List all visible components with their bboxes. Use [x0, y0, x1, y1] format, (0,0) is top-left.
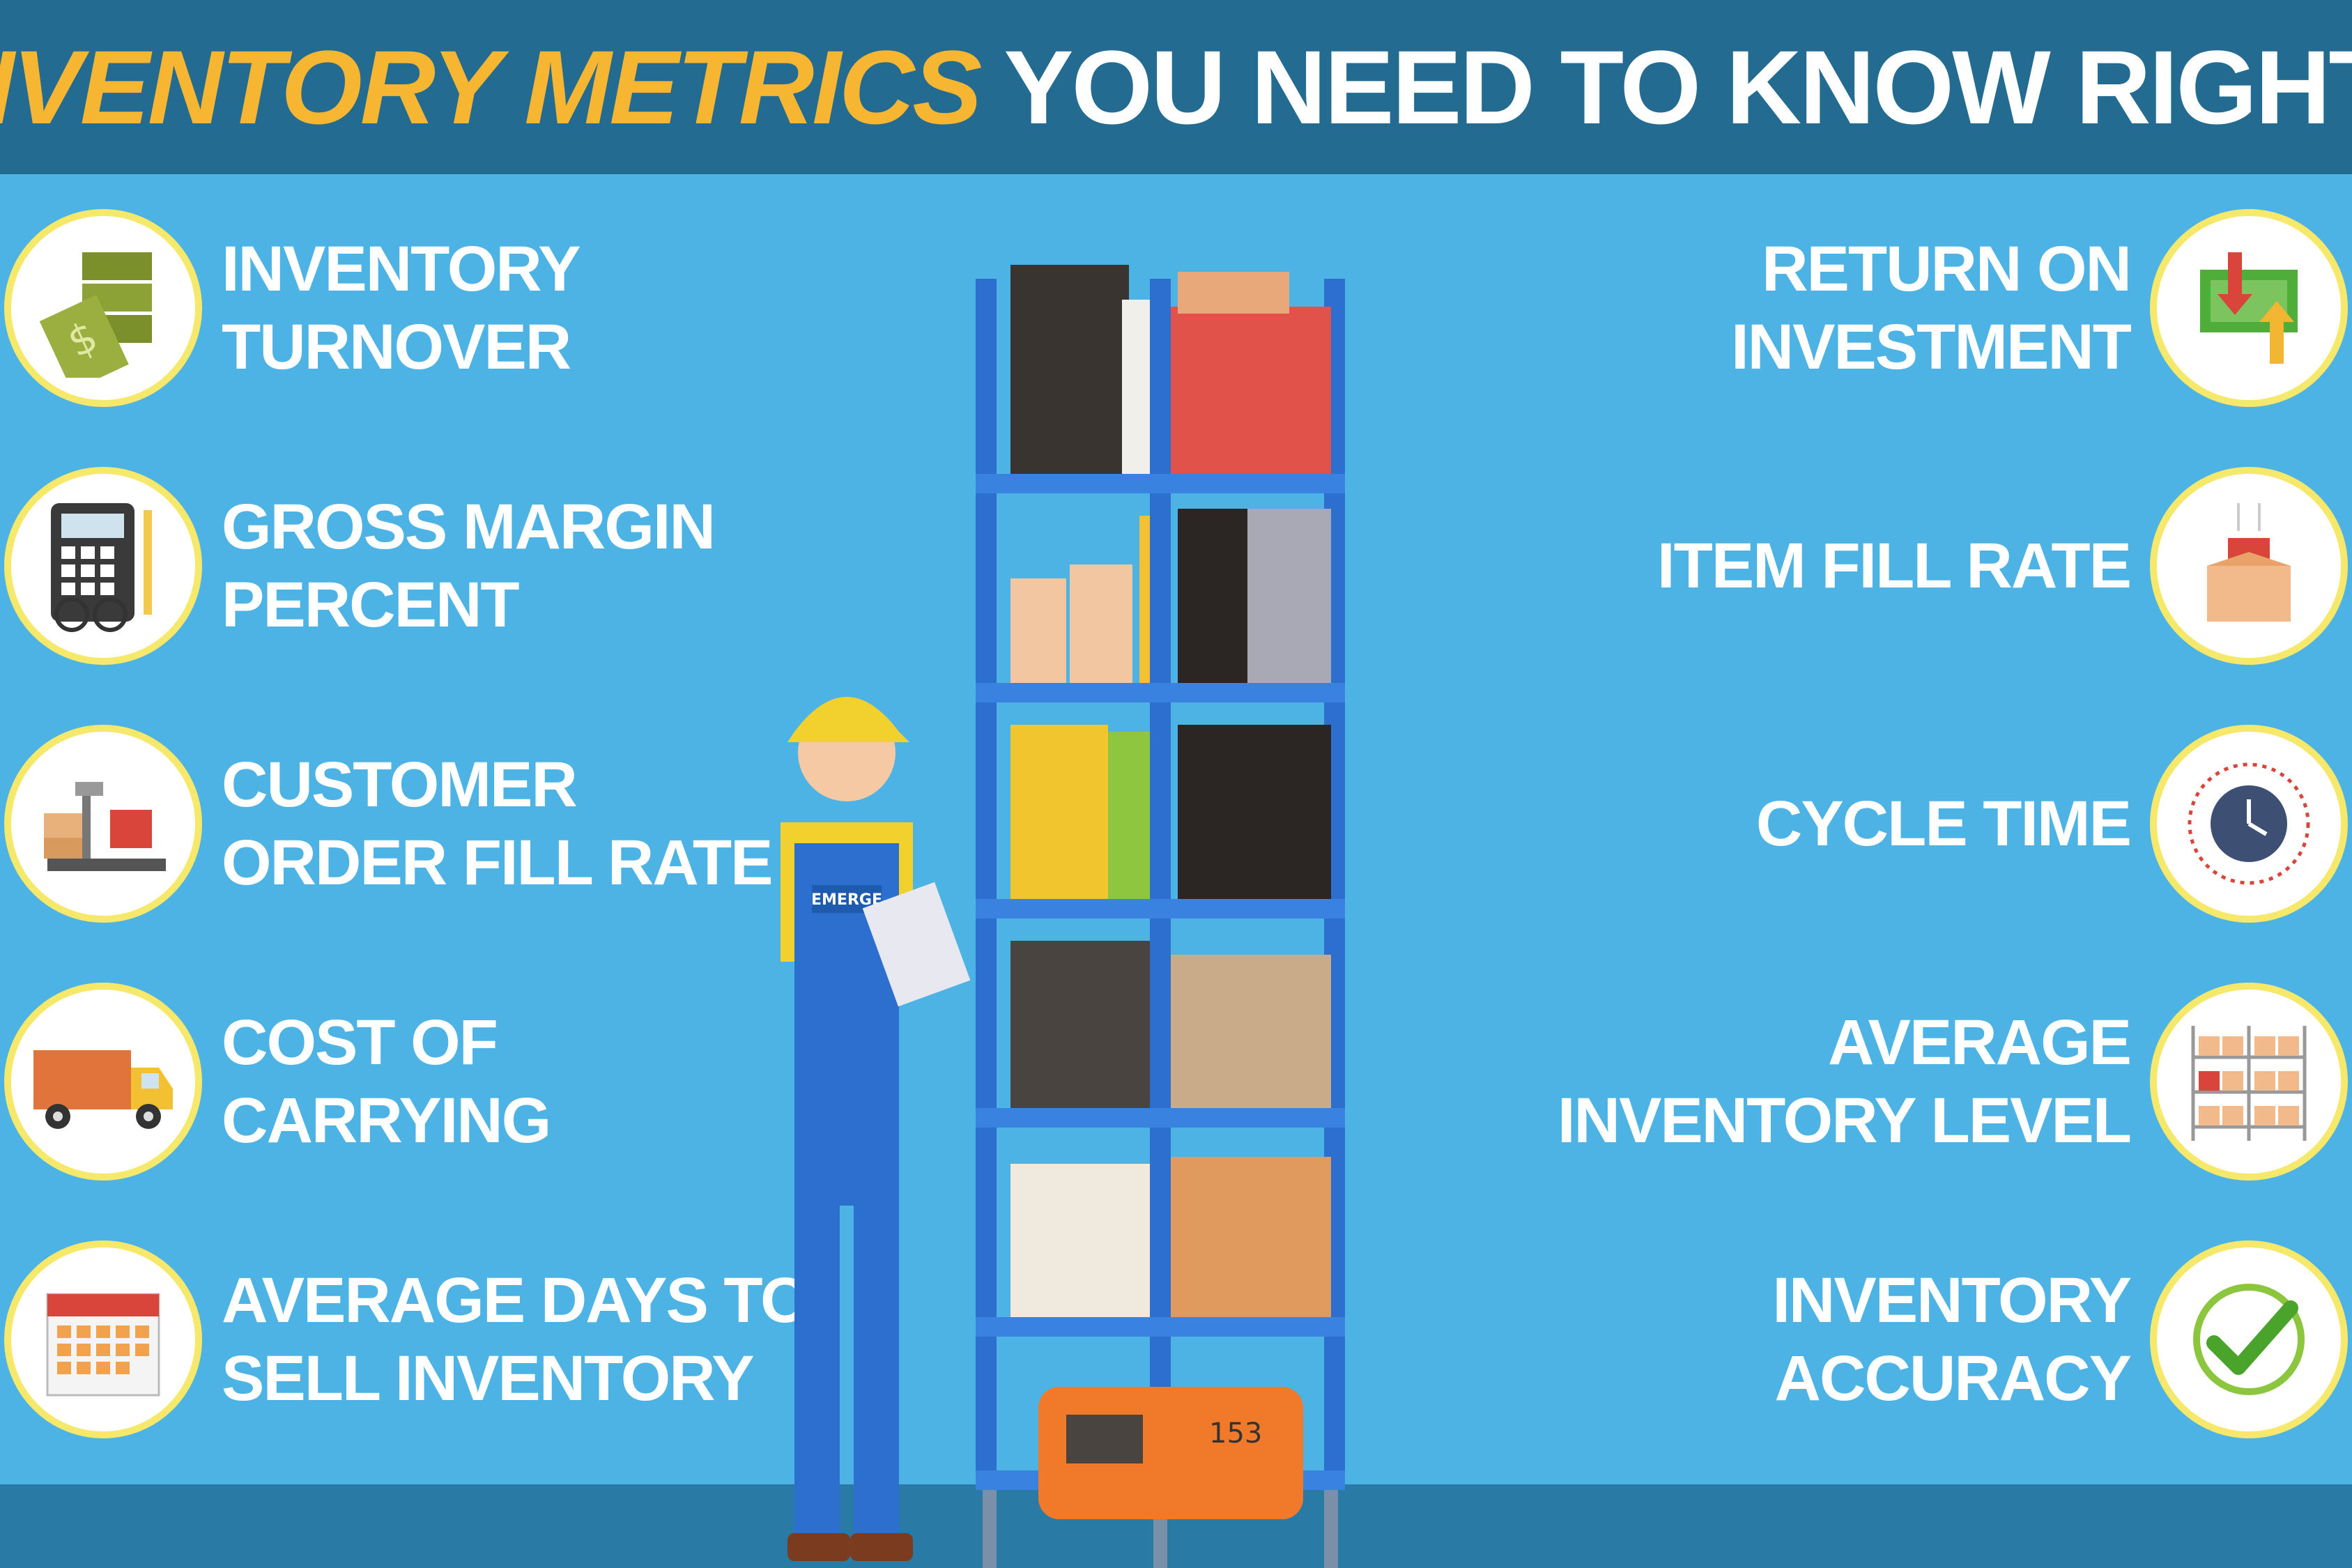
- metric-cycle-time: CYCLE TIME: [1756, 725, 2352, 923]
- metric-item-fill-rate: ITEM FILL RATE: [1657, 467, 2352, 665]
- metric-label: ITEM FILL RATE: [1657, 530, 2132, 601]
- metric-label: CUSTOMER ORDER FILL RATE: [222, 749, 773, 898]
- calendar-icon: [4, 1240, 202, 1438]
- calculator-icon: [4, 467, 202, 665]
- title-suffix: YOU NEED TO KNOW RIGHT NOW: [1004, 28, 2352, 146]
- metric-customer-order-fill-rate: CUSTOMER ORDER FILL RATE: [0, 725, 773, 923]
- robot-label: 153: [1209, 1417, 1262, 1450]
- metric-inventory-turnover: $ INVENTORY TURNOVER: [0, 209, 581, 407]
- metric-label: COST OF CARRYING: [222, 1007, 551, 1156]
- header-bar: [0, 0, 2352, 174]
- metric-inventory-accuracy: INVENTORY ACCURACY: [1772, 1240, 2352, 1438]
- metric-label: AVERAGE DAYS TO SELL INVENTORY: [222, 1265, 810, 1414]
- metric-label: AVERAGE INVENTORY LEVEL: [1557, 1007, 2132, 1156]
- metric-average-days-to-sell-inventory: AVERAGE DAYS TO SELL INVENTORY: [0, 1240, 810, 1438]
- metric-return-on-investment: RETURN ON INVESTMENT: [1731, 209, 2352, 407]
- metric-label: GROSS MARGIN PERCENT: [222, 491, 716, 640]
- box-fill-icon: [2150, 467, 2348, 665]
- warehouse-illustration: 153 EMERGE: [781, 265, 1345, 1568]
- money-stack-icon: $: [4, 209, 202, 407]
- scale-boxes-icon: [4, 725, 202, 923]
- warehouse-shelf-icon: [2150, 983, 2348, 1181]
- delivery-truck-icon: [4, 983, 202, 1181]
- page-title: TEN INVENTORY METRICS YOU NEED TO KNOW R…: [0, 0, 2352, 174]
- checkmark-icon: [2150, 1240, 2348, 1438]
- money-exchange-icon: [2150, 209, 2348, 407]
- clock-cycle-icon: [2150, 725, 2348, 923]
- metric-label: INVENTORY TURNOVER: [222, 233, 581, 383]
- title-highlight: INVENTORY METRICS: [0, 28, 982, 146]
- metric-label: RETURN ON INVESTMENT: [1731, 233, 2132, 383]
- metric-cost-of-carrying: COST OF CARRYING: [0, 983, 551, 1181]
- metric-label: INVENTORY ACCURACY: [1772, 1265, 2132, 1414]
- metric-gross-margin-percent: GROSS MARGIN PERCENT: [0, 467, 716, 665]
- metric-label: CYCLE TIME: [1755, 788, 2132, 859]
- metric-average-inventory-level: AVERAGE INVENTORY LEVEL: [1558, 983, 2352, 1181]
